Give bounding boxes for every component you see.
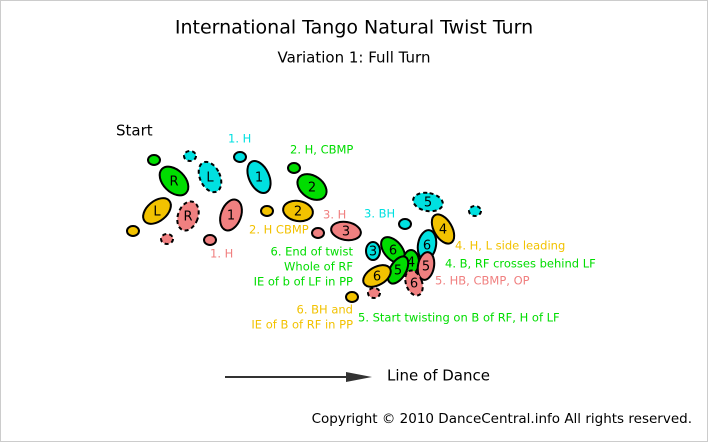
heel — [160, 233, 174, 245]
subtitle: Variation 1: Full Turn — [278, 49, 431, 67]
heel — [126, 225, 140, 237]
foot-label: 6 — [410, 277, 418, 292]
copyright: Copyright © 2010 DanceCentral.info All r… — [312, 411, 692, 427]
annotation: 5. HB, CBMP, OP — [435, 274, 530, 288]
annotation: 2. H CBMP — [249, 223, 309, 237]
heel — [367, 287, 381, 299]
foot-label: 6 — [423, 239, 431, 254]
annotation: 6. BH and — [297, 303, 353, 317]
footprint — [142, 197, 172, 225]
annotation: 1. H — [210, 247, 233, 261]
footprint — [282, 199, 314, 223]
footprint — [416, 251, 436, 281]
heel — [183, 150, 197, 162]
foot-label: R — [183, 210, 192, 225]
heel — [260, 205, 274, 217]
heel — [287, 162, 301, 174]
heel — [147, 154, 161, 166]
footprint — [176, 200, 200, 232]
annotations: 1. H 2. H, CBMP 3. H 3. BH 2. H CBMP 1. H 6. E… — [210, 132, 596, 332]
direction-label: Line of Dance — [387, 367, 490, 385]
footprint — [362, 264, 392, 288]
heel — [203, 234, 217, 246]
annotation: 4. B, RF crosses behind LF — [445, 257, 596, 271]
annotation: Whole of RF — [284, 260, 353, 274]
foot-label: L — [206, 171, 214, 186]
foot-label: 5 — [422, 260, 430, 275]
heel — [311, 227, 325, 239]
foot-label: 5 — [424, 196, 432, 211]
annotation: 2. H, CBMP — [290, 143, 353, 157]
footprint — [246, 160, 272, 194]
footprint — [404, 269, 424, 297]
annotation: 5. Start twisting on B of RF, H of LF — [358, 311, 560, 325]
start-label: Start — [116, 122, 153, 140]
foot-label: 2 — [308, 181, 316, 196]
annotation: 1. H — [228, 132, 251, 146]
foot-label: 3 — [369, 245, 377, 260]
foot-label: 1 — [255, 171, 263, 186]
foot-label: R — [169, 175, 178, 190]
heel — [468, 205, 482, 217]
foot-label: 3 — [342, 225, 350, 240]
footprint — [197, 160, 223, 194]
heel — [398, 218, 412, 230]
annotation: 6. End of twist — [271, 245, 354, 259]
footprint — [386, 255, 410, 285]
annotation: 3. H — [323, 208, 346, 222]
arrow-head — [346, 372, 372, 382]
footprint — [296, 173, 328, 201]
heel — [233, 151, 247, 163]
foot-label: 5 — [394, 264, 402, 279]
heel — [345, 291, 359, 303]
foot-label: 6 — [373, 270, 381, 285]
annotation: 3. BH — [364, 207, 395, 221]
annotation: 4. H, L side leading — [455, 239, 565, 253]
footprint — [412, 191, 444, 213]
foot-label: 2 — [294, 205, 302, 220]
annotation: IE of b of LF in PP — [254, 275, 353, 289]
foot-label: L — [153, 205, 161, 220]
foot-label: 1 — [227, 209, 235, 224]
footprint — [158, 165, 190, 197]
footprint — [219, 198, 243, 232]
annotation: IE of B of RF in PP — [251, 318, 353, 332]
footprint — [365, 241, 381, 261]
foot-label: 4 — [439, 223, 447, 238]
footprint — [330, 220, 362, 242]
foot-label: 4 — [407, 256, 415, 271]
title: International Tango Natural Twist Turn — [175, 17, 533, 39]
foot-label: 6 — [389, 244, 397, 259]
